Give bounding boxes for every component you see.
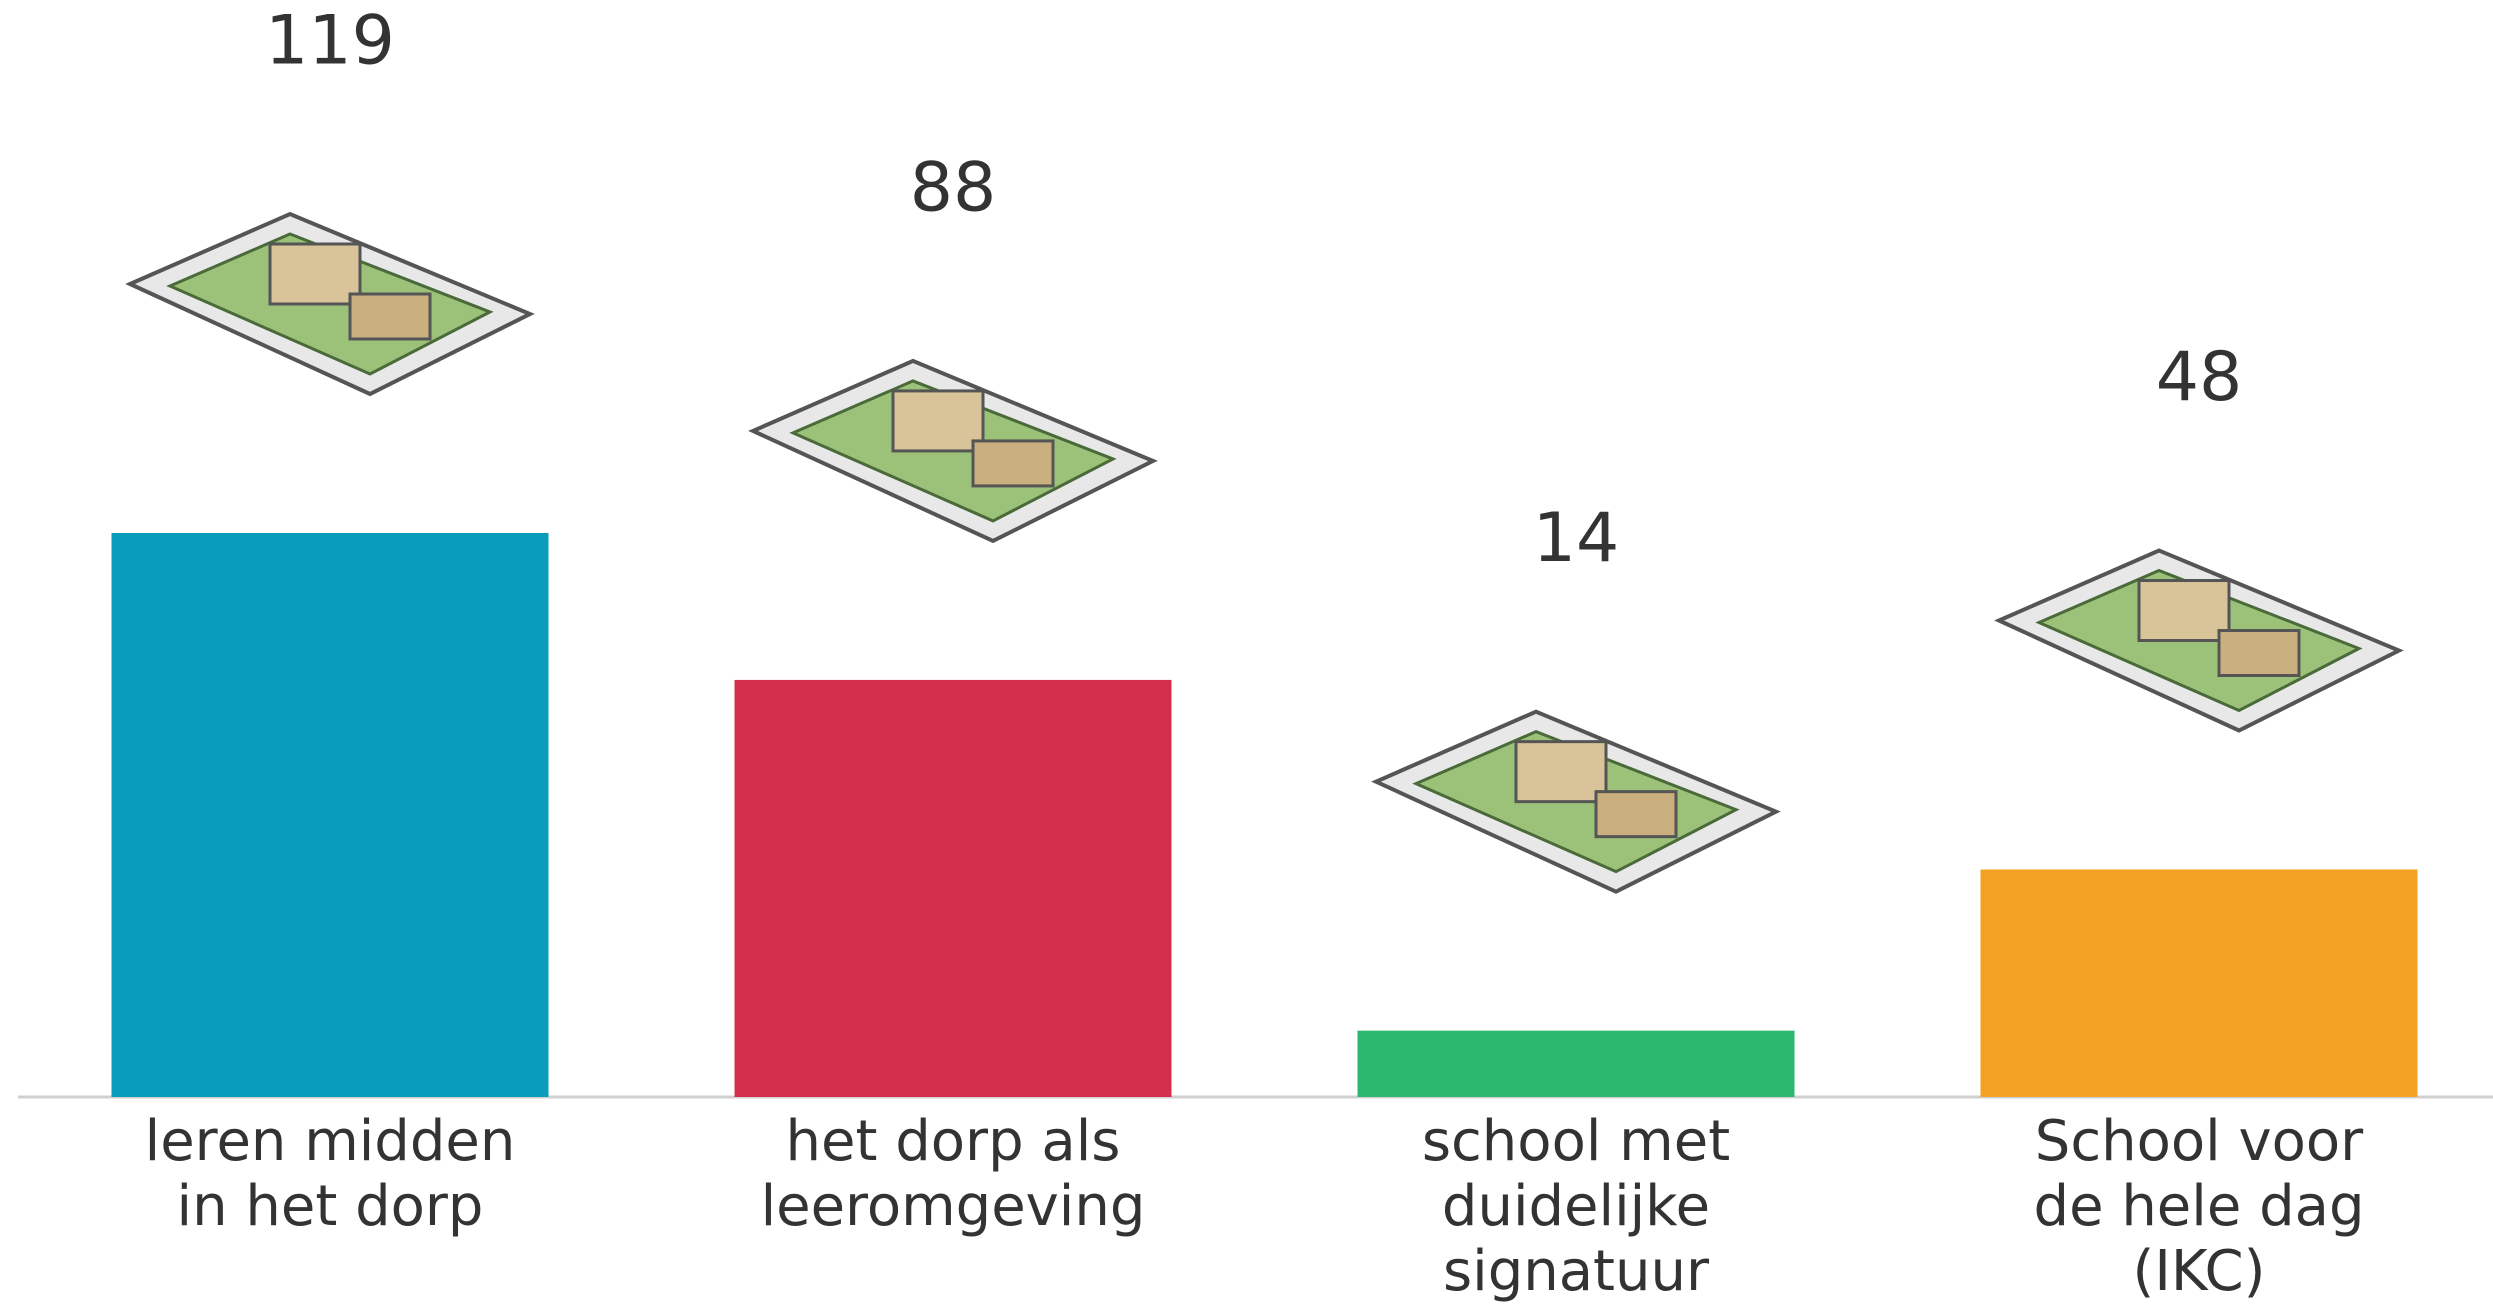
category-label: signatuur (1443, 1239, 1710, 1304)
illustration-building (891, 389, 985, 453)
illustration (1994, 548, 2404, 733)
category-label: duidelijke (1442, 1174, 1710, 1239)
illustration-building (2137, 579, 2231, 643)
category-label: (IKC) (2133, 1239, 2266, 1304)
bar (1357, 1030, 1795, 1097)
bar (111, 533, 549, 1097)
illustration-building (1514, 740, 1608, 804)
value-label: 48 (2156, 338, 2243, 417)
illustration-building (2217, 629, 2301, 678)
category-label: in het dorp (177, 1174, 484, 1239)
bar (734, 679, 1172, 1097)
illustration (125, 211, 535, 397)
category-label: leren midden (145, 1109, 516, 1174)
value-label: 119 (265, 2, 395, 81)
illustration (1371, 709, 1781, 894)
bar (1980, 869, 2418, 1097)
illustration (748, 358, 1158, 544)
category-label: het dorp als (786, 1109, 1121, 1174)
illustration-building (348, 292, 432, 341)
value-label: 88 (910, 148, 997, 227)
category-label: leeromgeving (761, 1174, 1146, 1239)
illustration-building (971, 439, 1055, 488)
category-label: School voor (2035, 1109, 2364, 1174)
category-label: school met (1422, 1109, 1730, 1174)
category-label: de hele dag (2034, 1174, 2365, 1239)
illustration-building (268, 242, 362, 306)
illustration-building (1594, 790, 1678, 839)
value-label: 14 (1533, 499, 1620, 578)
